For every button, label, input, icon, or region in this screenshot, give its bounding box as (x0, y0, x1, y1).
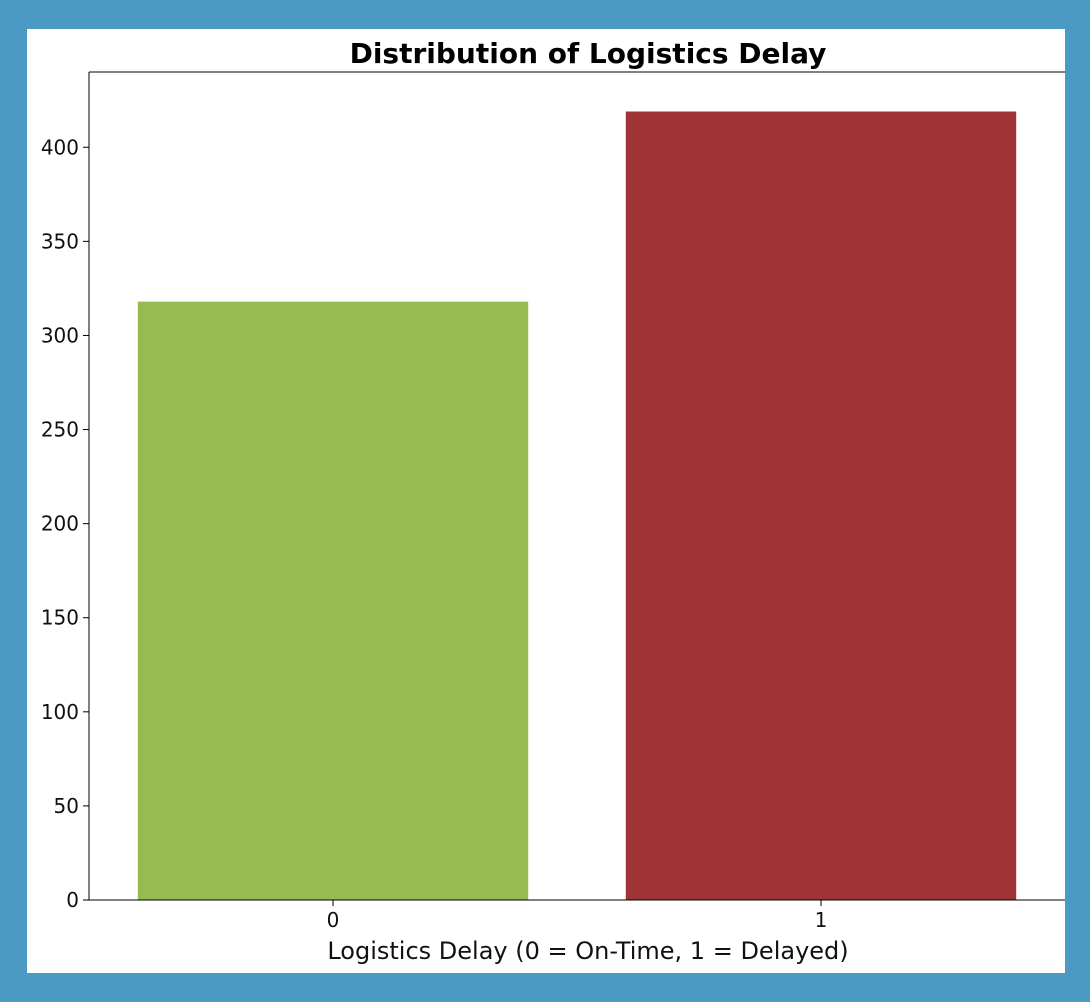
chart-frame: Distribution of Logistics Delay 0 1 0 50 100… (27, 29, 1065, 973)
y-tick-label: 100 (41, 700, 79, 724)
y-tick-label: 200 (41, 512, 79, 536)
chart-title: Distribution of Logistics Delay (350, 37, 827, 70)
y-tick-label: 150 (41, 606, 79, 630)
plot-area: 0 1 0 50 100 150 200 250 300 350 400 (41, 71, 1065, 932)
x-axis-label: Logistics Delay (0 = On-Time, 1 = Delaye… (327, 937, 848, 965)
y-tick-label: 250 (41, 418, 79, 442)
bar-0 (137, 301, 529, 901)
bar-chart: Distribution of Logistics Delay 0 1 0 50 100… (41, 37, 1065, 965)
x-tick-label: 0 (327, 908, 340, 932)
bar-1 (625, 111, 1017, 900)
y-tick-label: 50 (54, 794, 79, 818)
y-tick-label: 400 (41, 135, 79, 159)
y-tick-label: 0 (66, 888, 79, 912)
y-tick-label: 300 (41, 323, 79, 347)
y-tick-label: 350 (41, 229, 79, 253)
x-tick-label: 1 (815, 908, 828, 932)
